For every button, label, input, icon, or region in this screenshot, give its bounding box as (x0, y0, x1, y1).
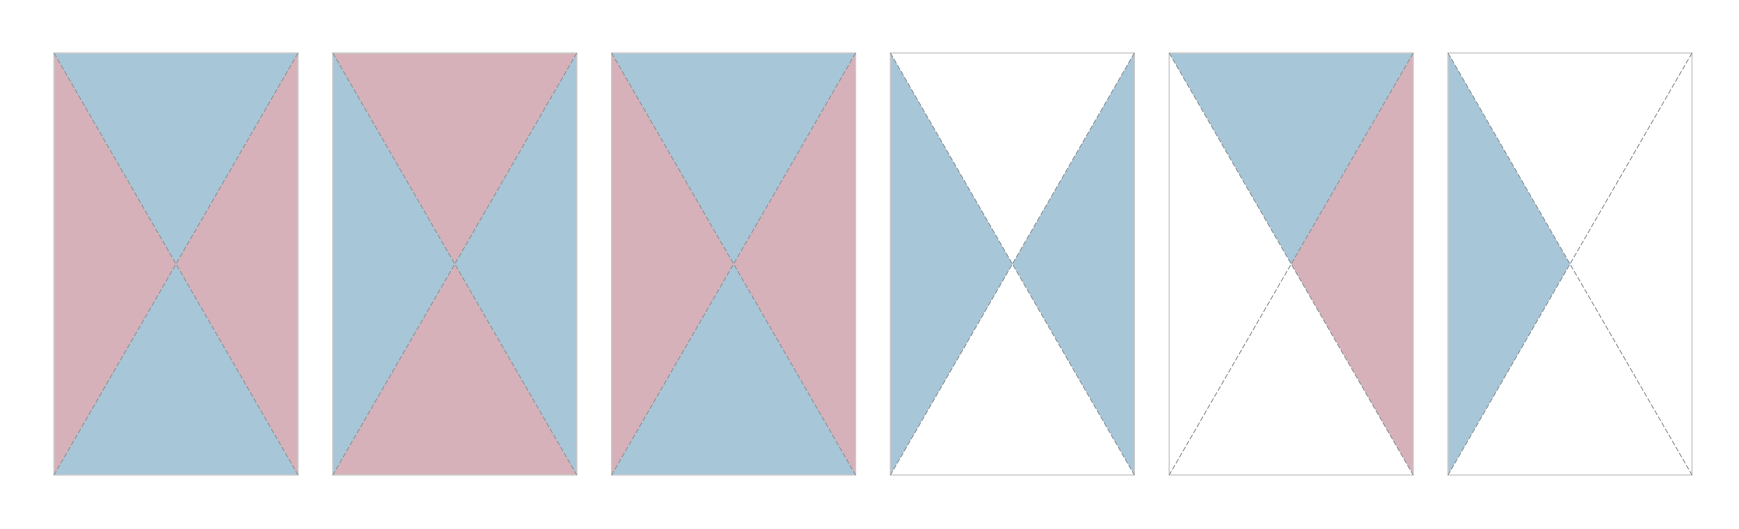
panel-5-bottom-triangle (1169, 264, 1414, 475)
panel-4-left-triangle (890, 53, 1013, 475)
panel-3-bottom-triangle (611, 264, 856, 475)
panel-6-diagonal-a (1447, 52, 1693, 476)
panel-2-frame (332, 52, 578, 476)
panel-4-top-triangle (890, 53, 1135, 264)
panel-1-bottom-triangle (54, 264, 298, 475)
panel-6-left-triangle (1448, 53, 1570, 475)
panel-2-diagonal-b (332, 52, 578, 476)
panel-3 (610, 52, 857, 476)
panel-3-diagonal-a (611, 52, 857, 476)
panel-5-diagonal-a (1168, 52, 1414, 476)
panel-5-left-triangle (1169, 53, 1292, 475)
panel-2-diagonal-a (332, 52, 578, 476)
panel-1-diagonal-a (53, 52, 299, 476)
panel-2-right-triangle (454, 53, 577, 475)
panel-5 (1168, 52, 1414, 476)
panel-4-frame (889, 52, 1136, 476)
panel-2-left-triangle (332, 53, 455, 475)
panel-6-bottom-triangle (1448, 264, 1692, 475)
panel-1-right-triangle (176, 53, 298, 475)
panel-1 (53, 52, 299, 476)
panel-6 (1447, 52, 1693, 476)
panel-6-top-triangle (1448, 53, 1692, 264)
panel-5-right-triangle (1291, 53, 1414, 475)
panel-6-right-triangle (1570, 53, 1692, 475)
panel-2 (332, 52, 578, 476)
panel-1-frame (53, 52, 299, 476)
panel-4 (889, 52, 1136, 476)
panel-3-right-triangle (733, 53, 856, 475)
panel-3-diagonal-b (611, 52, 857, 476)
panel-3-top-triangle (611, 53, 856, 264)
panel-1-diagonal-b (53, 52, 299, 476)
panel-6-frame (1447, 52, 1693, 476)
panel-3-frame (610, 52, 857, 476)
panel-4-diagonal-b (889, 52, 1135, 476)
panel-2-top-triangle (332, 53, 577, 264)
panel-4-diagonal-a (889, 52, 1135, 476)
panel-1-top-triangle (54, 53, 298, 264)
panel-5-frame (1168, 52, 1414, 476)
panel-5-diagonal-b (1168, 52, 1414, 476)
panel-1-left-triangle (54, 53, 176, 475)
panel-2-bottom-triangle (332, 264, 577, 475)
panel-4-bottom-triangle (890, 264, 1135, 475)
panel-3-left-triangle (611, 53, 734, 475)
panel-5-top-triangle (1169, 53, 1414, 264)
panel-6-diagonal-b (1447, 52, 1693, 476)
panel-4-right-triangle (1012, 53, 1135, 475)
